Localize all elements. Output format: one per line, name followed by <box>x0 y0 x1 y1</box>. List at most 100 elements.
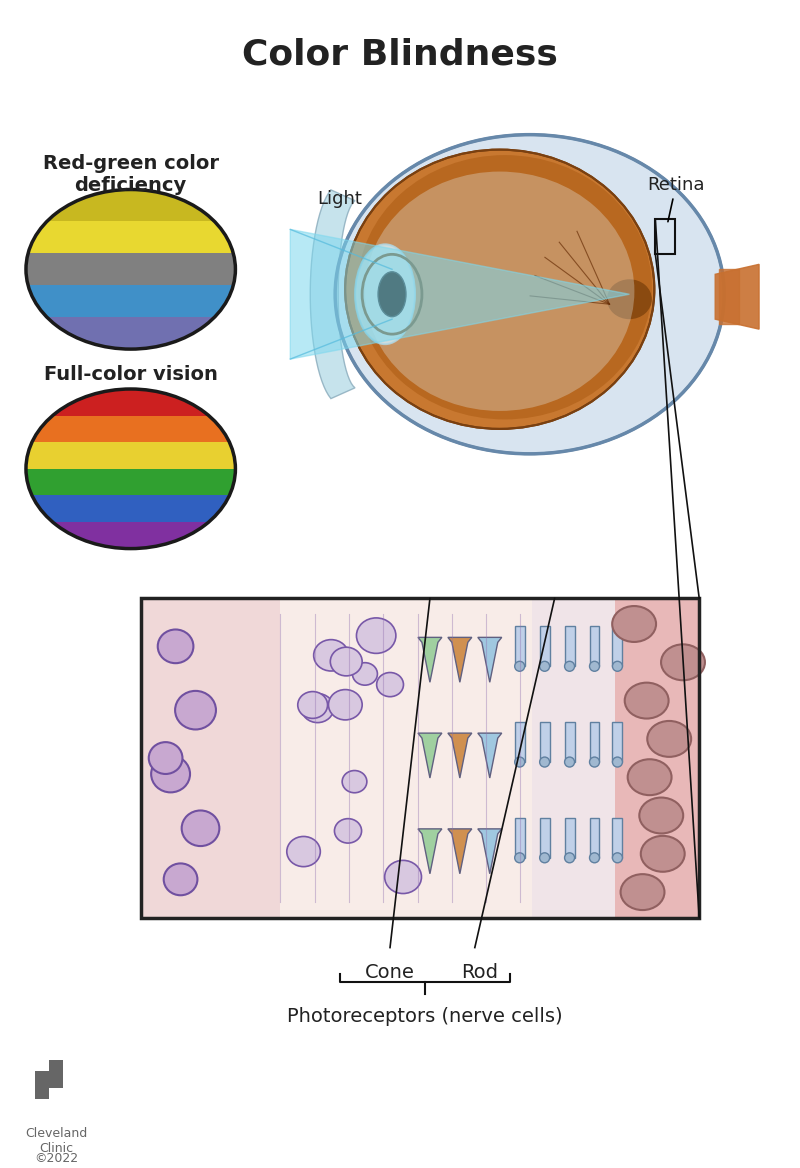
Bar <box>26 389 235 416</box>
Bar <box>26 522 235 549</box>
Ellipse shape <box>378 272 406 317</box>
Bar <box>26 222 235 253</box>
Bar <box>141 598 699 918</box>
Bar <box>615 598 699 918</box>
Polygon shape <box>418 829 442 874</box>
Ellipse shape <box>353 662 378 686</box>
Bar <box>26 285 235 318</box>
Text: Light: Light <box>318 190 362 209</box>
Ellipse shape <box>286 836 320 867</box>
Text: Color Blindness: Color Blindness <box>242 37 558 72</box>
Bar <box>655 220 675 255</box>
Ellipse shape <box>329 689 362 719</box>
Bar <box>26 416 235 443</box>
Bar <box>590 818 599 857</box>
Ellipse shape <box>628 759 671 795</box>
Ellipse shape <box>641 836 685 871</box>
Polygon shape <box>290 229 630 359</box>
Bar <box>26 318 235 349</box>
Bar <box>514 722 525 762</box>
Ellipse shape <box>182 811 219 846</box>
Bar <box>613 626 622 666</box>
Bar <box>141 598 280 918</box>
Ellipse shape <box>164 863 198 895</box>
Bar <box>540 818 550 857</box>
Polygon shape <box>418 638 442 682</box>
Ellipse shape <box>514 757 525 767</box>
Text: Photoreceptors (nerve cells): Photoreceptors (nerve cells) <box>287 1008 562 1027</box>
Bar <box>514 626 525 666</box>
Ellipse shape <box>621 874 665 910</box>
Ellipse shape <box>298 691 327 718</box>
Text: Full-color vision: Full-color vision <box>44 364 218 383</box>
Ellipse shape <box>540 661 550 672</box>
Ellipse shape <box>175 691 216 730</box>
Ellipse shape <box>345 150 654 429</box>
Ellipse shape <box>302 694 334 723</box>
Ellipse shape <box>151 756 190 792</box>
Ellipse shape <box>625 682 669 718</box>
Bar <box>565 626 574 666</box>
Ellipse shape <box>565 853 574 863</box>
Bar <box>540 722 550 762</box>
Polygon shape <box>418 734 442 778</box>
Bar <box>514 818 525 857</box>
Bar <box>141 598 699 918</box>
Bar <box>613 722 622 762</box>
Polygon shape <box>448 829 472 874</box>
Text: ©2022: ©2022 <box>34 1152 78 1164</box>
Bar <box>26 253 235 285</box>
Ellipse shape <box>355 244 415 345</box>
Bar <box>26 189 235 222</box>
Ellipse shape <box>330 647 362 676</box>
Bar <box>26 495 235 522</box>
Text: Retina: Retina <box>647 175 705 222</box>
Text: Cone: Cone <box>365 962 415 981</box>
Bar <box>590 626 599 666</box>
Ellipse shape <box>342 771 367 793</box>
Bar <box>613 818 622 857</box>
Ellipse shape <box>661 645 705 680</box>
Bar <box>35 1071 49 1099</box>
Ellipse shape <box>385 861 422 894</box>
Bar <box>280 598 532 918</box>
Ellipse shape <box>357 618 396 653</box>
Polygon shape <box>310 190 355 398</box>
Bar <box>590 722 599 762</box>
Ellipse shape <box>514 661 525 672</box>
Ellipse shape <box>149 742 182 774</box>
Ellipse shape <box>377 673 403 696</box>
Ellipse shape <box>590 661 599 672</box>
Polygon shape <box>478 734 502 778</box>
Ellipse shape <box>613 661 622 672</box>
Polygon shape <box>478 638 502 682</box>
Ellipse shape <box>158 630 194 663</box>
Polygon shape <box>478 829 502 874</box>
Text: Rod: Rod <box>462 962 498 981</box>
Bar <box>565 722 574 762</box>
Bar <box>565 818 574 857</box>
Ellipse shape <box>334 819 362 843</box>
Text: Cleveland
Clinic: Cleveland Clinic <box>25 1127 87 1155</box>
Ellipse shape <box>314 640 349 670</box>
Ellipse shape <box>613 853 622 863</box>
Ellipse shape <box>590 853 599 863</box>
Bar <box>532 598 615 918</box>
Ellipse shape <box>514 853 525 863</box>
Ellipse shape <box>639 798 683 834</box>
Ellipse shape <box>540 757 550 767</box>
Ellipse shape <box>565 661 574 672</box>
Ellipse shape <box>365 172 634 411</box>
Bar <box>49 1061 63 1089</box>
Ellipse shape <box>647 721 691 757</box>
Polygon shape <box>448 734 472 778</box>
Bar <box>26 468 235 495</box>
Text: Red-green color
deficiency: Red-green color deficiency <box>42 154 218 195</box>
Ellipse shape <box>613 757 622 767</box>
Ellipse shape <box>565 757 574 767</box>
Bar <box>26 443 235 468</box>
Ellipse shape <box>540 853 550 863</box>
Ellipse shape <box>590 757 599 767</box>
Polygon shape <box>448 638 472 682</box>
Ellipse shape <box>607 279 652 319</box>
